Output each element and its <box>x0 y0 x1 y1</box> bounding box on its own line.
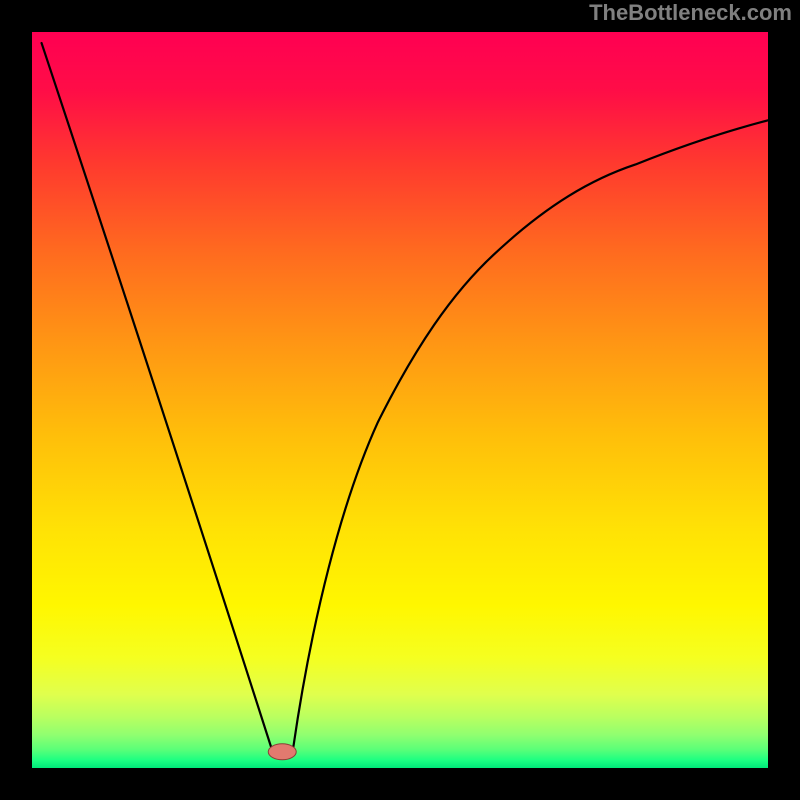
minimum-marker <box>268 744 296 760</box>
chart-svg <box>0 0 800 800</box>
chart-stage: TheBottleneck.com <box>0 0 800 800</box>
plot-area <box>32 32 768 768</box>
watermark-text: TheBottleneck.com <box>589 0 792 26</box>
